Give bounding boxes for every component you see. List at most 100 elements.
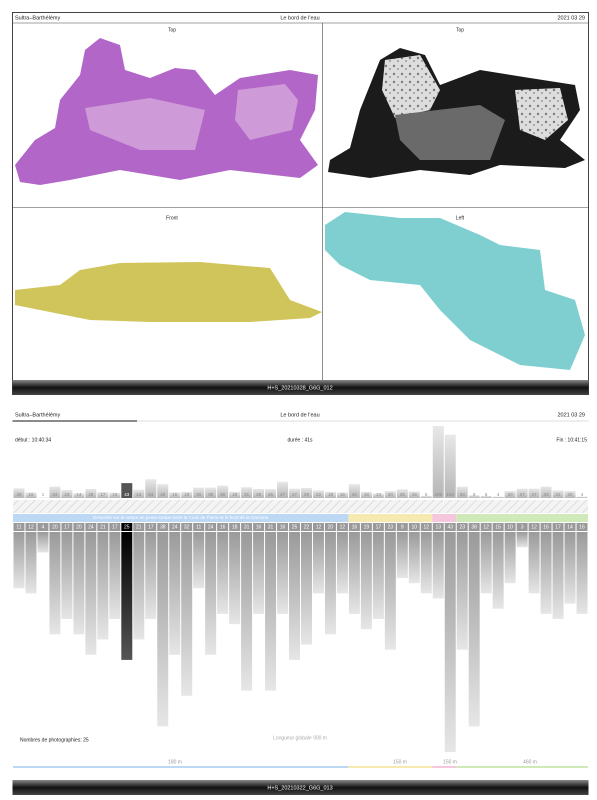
top-bar [372,493,384,498]
top-bar [277,481,289,498]
top-bar [324,491,336,498]
bottom-label-bg [253,523,265,531]
top-bar [121,483,133,498]
bottom-bar-label: 16 [256,524,262,530]
top-bar-label: 22 [556,492,562,497]
top-bar-label: 16 [172,492,178,497]
bottom-bar-label: 11 [196,524,201,530]
top-bar [61,490,73,498]
bottom-bar [312,532,324,594]
top-bar [360,491,372,498]
bottom-label-bg [133,523,145,531]
bottom-label-bg [97,523,109,531]
bottom-bar-label: 17 [555,524,561,530]
top-bar [301,487,312,498]
top-bar [241,487,253,498]
top-bar-label: 15 [112,492,118,497]
top-bar-label: 30 [208,492,214,497]
bottom-bar [432,532,444,599]
bottom-bar [121,532,133,660]
view-title: Top [168,27,176,33]
bottom-label-bg [360,523,372,531]
bottom-label-bg [121,523,133,531]
bottom-bar-label: 38 [160,524,166,530]
segment [456,514,588,522]
bottom-bar [13,532,25,589]
scan-texture [382,55,440,118]
top-bar [468,495,480,498]
bottom-bar-label: 32 [184,524,190,530]
bottom-label-bg [312,523,324,531]
date: 2021 03 29 [557,412,585,418]
top-bar-label: 208 [435,492,443,497]
top-bar-label: 17 [100,492,106,497]
bottom-bar [456,532,468,650]
top-bar-label: 20 [508,492,514,497]
top-bar [181,491,193,498]
bottom-bar-label: 4 [42,524,45,530]
bottom-label-bg [444,523,456,531]
bottom-bar [37,532,49,553]
bottom-bar-label: 20 [328,524,334,530]
scan-texture [395,105,505,160]
segment [348,514,433,522]
file-name: H+S_20210322_G6G_013 [267,785,332,791]
top-bar-label: 6 [425,492,428,497]
bottom-bar-label: 15 [495,524,501,530]
segment-progress [456,766,588,768]
photo-count: Nombres de photographies: 25 [20,737,89,743]
top-bar [396,489,408,498]
bottom-label-bg [37,523,49,531]
bottom-bar [348,532,360,614]
bottom-label-bg [157,523,169,531]
top-bar-label: 1 [42,492,45,497]
footer-bar [12,780,589,795]
bottom-bar [528,532,540,594]
top-bar [73,493,85,498]
bottom-label-bg [49,523,61,531]
top-bar-label: 24 [136,492,142,497]
top-bar-label: 33 [460,492,466,497]
end-time: Fin : 10:41:15 [556,437,587,443]
bottom-label-bg [85,523,97,531]
top-bar-label: 26 [256,492,262,497]
bottom-bar [25,532,37,594]
distance-label: 460 m [523,759,537,765]
bottom-bar [97,532,109,640]
top-bar [576,496,588,498]
panel-top: Sultra–Barthélémy Le bord de l'eau 2021 … [12,12,589,395]
bottom-bar-label: 20 [52,524,58,530]
bottom-bar [396,532,408,579]
bottom-label-bg [25,523,37,531]
bottom-bar-label: 16 [579,524,585,530]
bottom-label-bg [480,523,492,531]
bottom-label-bg [372,523,384,531]
bottom-bar-label: 18 [232,524,238,530]
bottom-label-bg [241,523,253,531]
bottom-bar-label: 12 [531,524,537,530]
date: 2021 03 29 [557,15,585,21]
bottom-bar-label: 25 [292,524,298,530]
top-bar-label: 33 [544,492,550,497]
bottom-bar [157,532,169,727]
bottom-bar-label: 12 [483,524,489,530]
top-bar [157,484,169,498]
distance-label: 150 m [393,759,407,765]
top-bar [552,490,564,498]
bottom-bar-label: 38 [471,524,477,530]
view-title: Front [166,215,178,221]
bottom-label-bg [205,523,217,531]
bottom-bar [61,532,73,619]
bottom-label-bg [217,523,229,531]
bottom-bar [336,532,348,594]
top-bar-label: 18 [232,492,238,497]
bottom-label-bg [576,523,588,531]
top-bar-label: 40 [352,492,358,497]
bottom-bar-label: 16 [352,524,358,530]
top-bar-label: 25 [400,492,406,497]
bottom-bar-label: 14 [567,524,573,530]
top-bar-label: 4 [497,492,500,497]
segment-progress [13,766,349,768]
top-bar-label: 28 [16,492,22,497]
